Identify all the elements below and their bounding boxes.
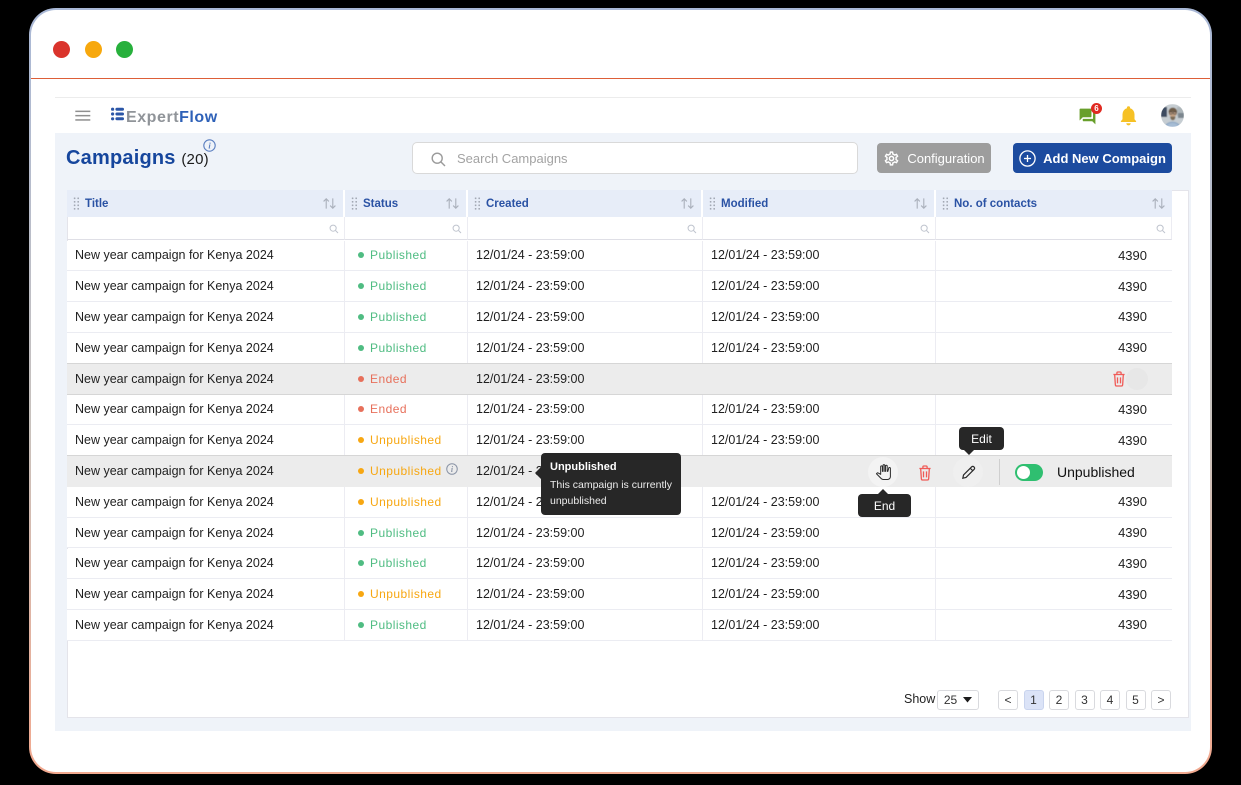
svg-text:i: i: [451, 465, 454, 474]
svg-text:i: i: [208, 141, 211, 151]
